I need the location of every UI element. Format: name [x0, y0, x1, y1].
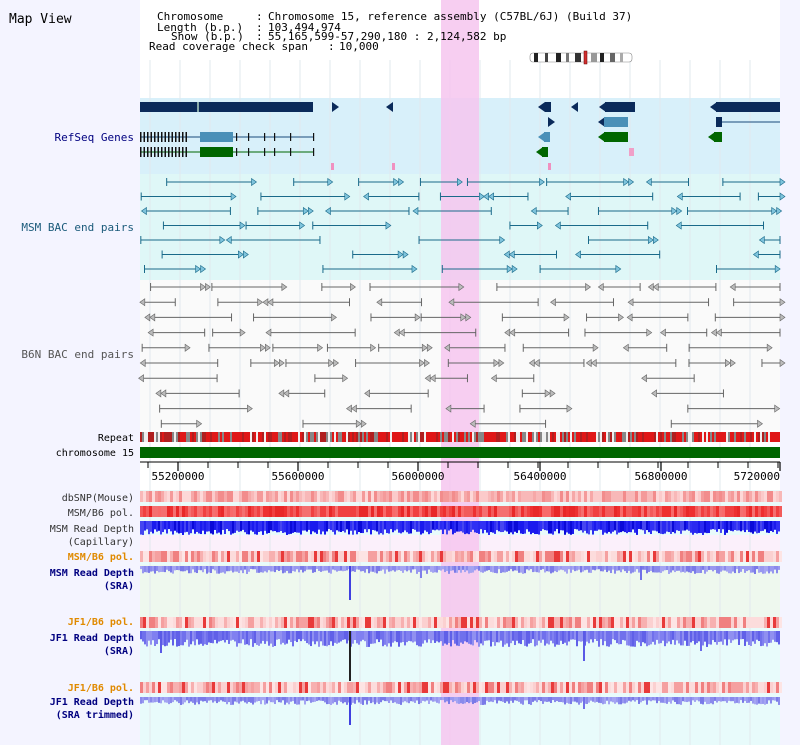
- dbsnp-track[interactable]: [140, 491, 782, 502]
- axis-tick-label: 55600000: [272, 470, 325, 483]
- info-label-chromosome: Chromosome: [157, 10, 223, 23]
- label-jf1-b6-pol-2[interactable]: JF1/B6 pol.: [68, 683, 134, 694]
- info-sep-show: :: [256, 30, 263, 43]
- label-msm-depth-cap-1[interactable]: MSM Read Depth: [50, 524, 134, 535]
- label-jf1-depth-trim-2: (SRA trimmed): [56, 709, 134, 721]
- axis-tick-label: 5720000: [734, 470, 780, 483]
- info-value-chromosome: Chromosome 15, reference assembly (C57BL…: [268, 10, 632, 23]
- info-label-coverage: Read coverage check span: [149, 40, 308, 53]
- label-msm-depth-cap-2: (Capillary): [68, 537, 134, 548]
- b6n-bac-track[interactable]: [138, 282, 786, 428]
- chromosome-ideogram[interactable]: [529, 50, 633, 65]
- label-msm-depth-sra-1[interactable]: MSM Read Depth: [50, 568, 134, 579]
- page-title: Map View: [9, 12, 72, 27]
- refseq-genes-track[interactable]: [140, 102, 780, 170]
- chromosome-bar[interactable]: [140, 447, 780, 458]
- label-dbsnp[interactable]: dbSNP(Mouse): [62, 493, 134, 504]
- label-msm-b6-pol-2[interactable]: MSM/B6 pol.: [68, 552, 134, 563]
- axis-tick-label: 56800000: [635, 470, 688, 483]
- info-value-coverage: 10,000: [339, 40, 379, 53]
- msm-read-depth-capillary-track[interactable]: [140, 521, 780, 535]
- label-repeat[interactable]: Repeat: [98, 433, 134, 444]
- axis-tick-label: 55200000: [152, 470, 205, 483]
- right-panel: [780, 0, 800, 745]
- label-jf1-b6-pol[interactable]: JF1/B6 pol.: [68, 617, 134, 628]
- label-b6n-bac[interactable]: B6N BAC end pairs: [21, 348, 134, 361]
- jf1-b6-pol-track-2[interactable]: [140, 682, 782, 693]
- label-jf1-depth-trim-1[interactable]: JF1 Read Depth: [50, 697, 134, 708]
- jf1-b6-pol-track[interactable]: [140, 617, 782, 628]
- msm-b6-pol-track-2[interactable]: [140, 551, 782, 562]
- repeat-track[interactable]: [140, 432, 780, 442]
- header-info: Chromosome : Chromosome 15, reference as…: [149, 10, 632, 53]
- info-sep-chromosome: :: [256, 10, 263, 23]
- msm-bac-track[interactable]: [140, 177, 786, 274]
- info-sep-length: :: [256, 21, 263, 34]
- label-jf1-depth-sra-1[interactable]: JF1 Read Depth: [50, 633, 134, 644]
- label-msm-b6-pol[interactable]: MSM/B6 pol.: [68, 508, 134, 519]
- info-label-show: Show (b.p.): [171, 30, 244, 43]
- msm-b6-pol-track[interactable]: [140, 506, 782, 517]
- label-msm-depth-sra-2: (SRA): [104, 581, 134, 592]
- label-jf1-depth-sra-2: (SRA): [104, 646, 134, 657]
- info-value-show: 55,165,599-57,290,180 : 2,124,582 bp: [268, 30, 506, 43]
- label-refseq-genes[interactable]: RefSeq Genes: [55, 131, 134, 144]
- label-chromosome[interactable]: chromosome 15: [56, 448, 134, 459]
- jf1-read-depth-trimmed-track[interactable]: [140, 697, 780, 725]
- axis-tick-label: 56000000: [392, 470, 445, 483]
- info-sep-coverage: :: [328, 40, 335, 53]
- axis-tick-label: 56400000: [514, 470, 567, 483]
- info-label-length: Length (b.p.): [157, 21, 243, 34]
- label-msm-bac[interactable]: MSM BAC end pairs: [21, 221, 134, 234]
- left-panel: [0, 0, 140, 745]
- position-axis: 55200000 55600000 56000000 56400000 5680…: [140, 461, 781, 483]
- msm-read-depth-sra-track[interactable]: [140, 566, 780, 600]
- jf1-read-depth-sra-track[interactable]: [140, 631, 780, 681]
- info-value-length: 103,494,974: [268, 21, 341, 34]
